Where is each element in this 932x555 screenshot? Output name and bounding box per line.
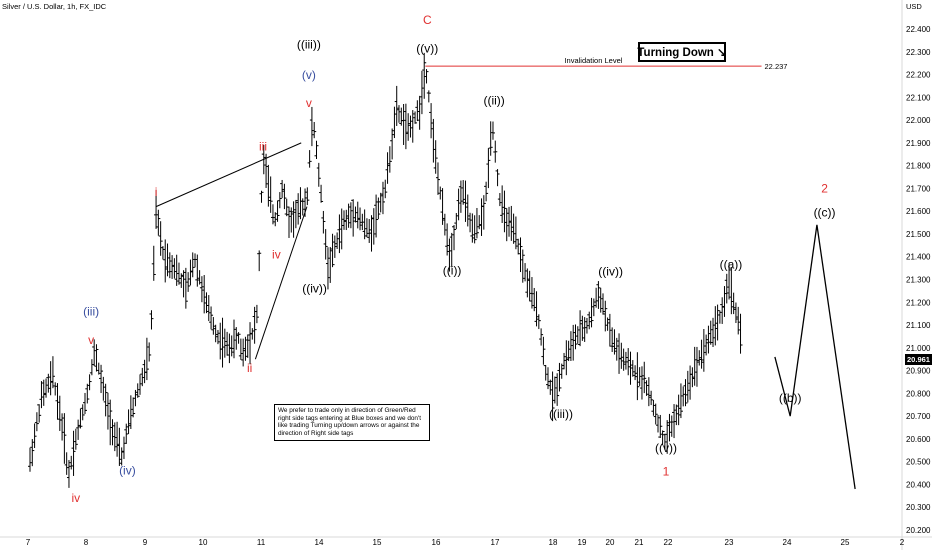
y-tick-label: 22.400 bbox=[906, 25, 931, 34]
x-tick-label: 11 bbox=[257, 538, 266, 547]
x-tick-label: 8 bbox=[84, 538, 89, 547]
x-tick-label: 22 bbox=[664, 538, 673, 547]
y-tick-label: 21.400 bbox=[906, 253, 931, 262]
wave-label: ((iv)) bbox=[598, 265, 623, 279]
wave-label: 1 bbox=[663, 464, 670, 478]
x-tick-label: 2 bbox=[900, 538, 905, 547]
y-tick-label: 20.800 bbox=[906, 389, 931, 398]
wave-label: ((c)) bbox=[814, 205, 836, 219]
wave-labels-layer: iv(iii)v(iv)iiiiiiiv((iii))(v)v((iv))(4)… bbox=[72, 0, 836, 505]
currency-label: USD bbox=[906, 2, 922, 11]
wave-label: (v) bbox=[302, 68, 316, 82]
wave-label: ((v)) bbox=[655, 441, 677, 455]
x-tick-label: 21 bbox=[635, 538, 644, 547]
x-tick-label: 14 bbox=[315, 538, 324, 547]
y-tick-label: 20.700 bbox=[906, 412, 931, 421]
wave-label: ((iii)) bbox=[549, 407, 573, 421]
wave-label: i bbox=[155, 185, 158, 199]
x-tick-label: 19 bbox=[578, 538, 587, 547]
wave-label: C bbox=[423, 13, 432, 27]
drawing-layer: Invalidation Level 22.237 bbox=[156, 56, 855, 489]
trading-note: We prefer to trade only in direction of … bbox=[274, 404, 430, 441]
x-tick-label: 20 bbox=[606, 538, 615, 547]
y-tick-label: 21.300 bbox=[906, 276, 931, 285]
wave-label: iv bbox=[72, 491, 81, 505]
channel-line bbox=[255, 207, 307, 360]
y-tick-label: 21.500 bbox=[906, 230, 931, 239]
x-tick-label: 7 bbox=[26, 538, 31, 547]
x-tick-label: 23 bbox=[725, 538, 734, 547]
invalidation-label: Invalidation Level bbox=[564, 56, 622, 65]
x-tick-label: 10 bbox=[199, 538, 208, 547]
y-tick-label: 21.900 bbox=[906, 139, 931, 148]
y-tick-label: 21.800 bbox=[906, 162, 931, 171]
wave-label: ((b)) bbox=[779, 391, 802, 405]
wave-label: iii bbox=[259, 139, 267, 153]
wave-label: v bbox=[88, 333, 94, 347]
x-tick-label: 16 bbox=[432, 538, 441, 547]
y-tick-label: 21.100 bbox=[906, 321, 931, 330]
y-tick-label: 21.200 bbox=[906, 298, 931, 307]
wave-label: ((iv)) bbox=[302, 282, 327, 296]
wave-label: ((iii)) bbox=[297, 38, 321, 52]
wave-label: v bbox=[306, 96, 312, 110]
invalidation-value: 22.237 bbox=[765, 62, 788, 71]
wave-label: (iii) bbox=[83, 305, 99, 319]
x-tick-label: 24 bbox=[783, 538, 792, 547]
y-tick-label: 22.000 bbox=[906, 116, 931, 125]
y-tick-label: 20.200 bbox=[906, 526, 931, 535]
y-tick-label: 21.000 bbox=[906, 344, 931, 353]
y-tick-label: 21.600 bbox=[906, 207, 931, 216]
symbol-title: Silver / U.S. Dollar, 1h, FX_IDC bbox=[2, 2, 106, 11]
wave-label: ((ii)) bbox=[483, 94, 504, 108]
x-tick-label: 25 bbox=[841, 538, 850, 547]
y-tick-label: 21.700 bbox=[906, 184, 931, 193]
y-tick-label: 22.300 bbox=[906, 48, 931, 57]
y-tick-label: 20.300 bbox=[906, 503, 931, 512]
wave-label: ((a)) bbox=[720, 258, 743, 272]
projection-path bbox=[775, 225, 855, 489]
wave-label: (iv) bbox=[119, 464, 136, 478]
wave-label: ((i)) bbox=[443, 263, 462, 277]
x-tick-label: 9 bbox=[143, 538, 148, 547]
wave-label: iv bbox=[272, 247, 281, 261]
wave-label: ((v)) bbox=[416, 41, 438, 55]
wave-label: 2 bbox=[821, 182, 828, 196]
y-tick-label: 20.400 bbox=[906, 480, 931, 489]
wave-label: ii bbox=[247, 361, 252, 375]
y-tick-label: 20.500 bbox=[906, 458, 931, 467]
turning-down-badge: Turning Down ↘ bbox=[638, 42, 726, 62]
y-tick-label: 22.100 bbox=[906, 93, 931, 102]
x-tick-label: 15 bbox=[373, 538, 382, 547]
y-tick-label: 22.200 bbox=[906, 71, 931, 80]
last-price-tag: 20.961 bbox=[905, 354, 932, 365]
y-tick-label: 20.900 bbox=[906, 367, 931, 376]
x-tick-label: 18 bbox=[549, 538, 558, 547]
badge-text: Turning Down ↘ bbox=[637, 45, 726, 59]
y-tick-label: 20.600 bbox=[906, 435, 931, 444]
x-tick-label: 17 bbox=[491, 538, 500, 547]
